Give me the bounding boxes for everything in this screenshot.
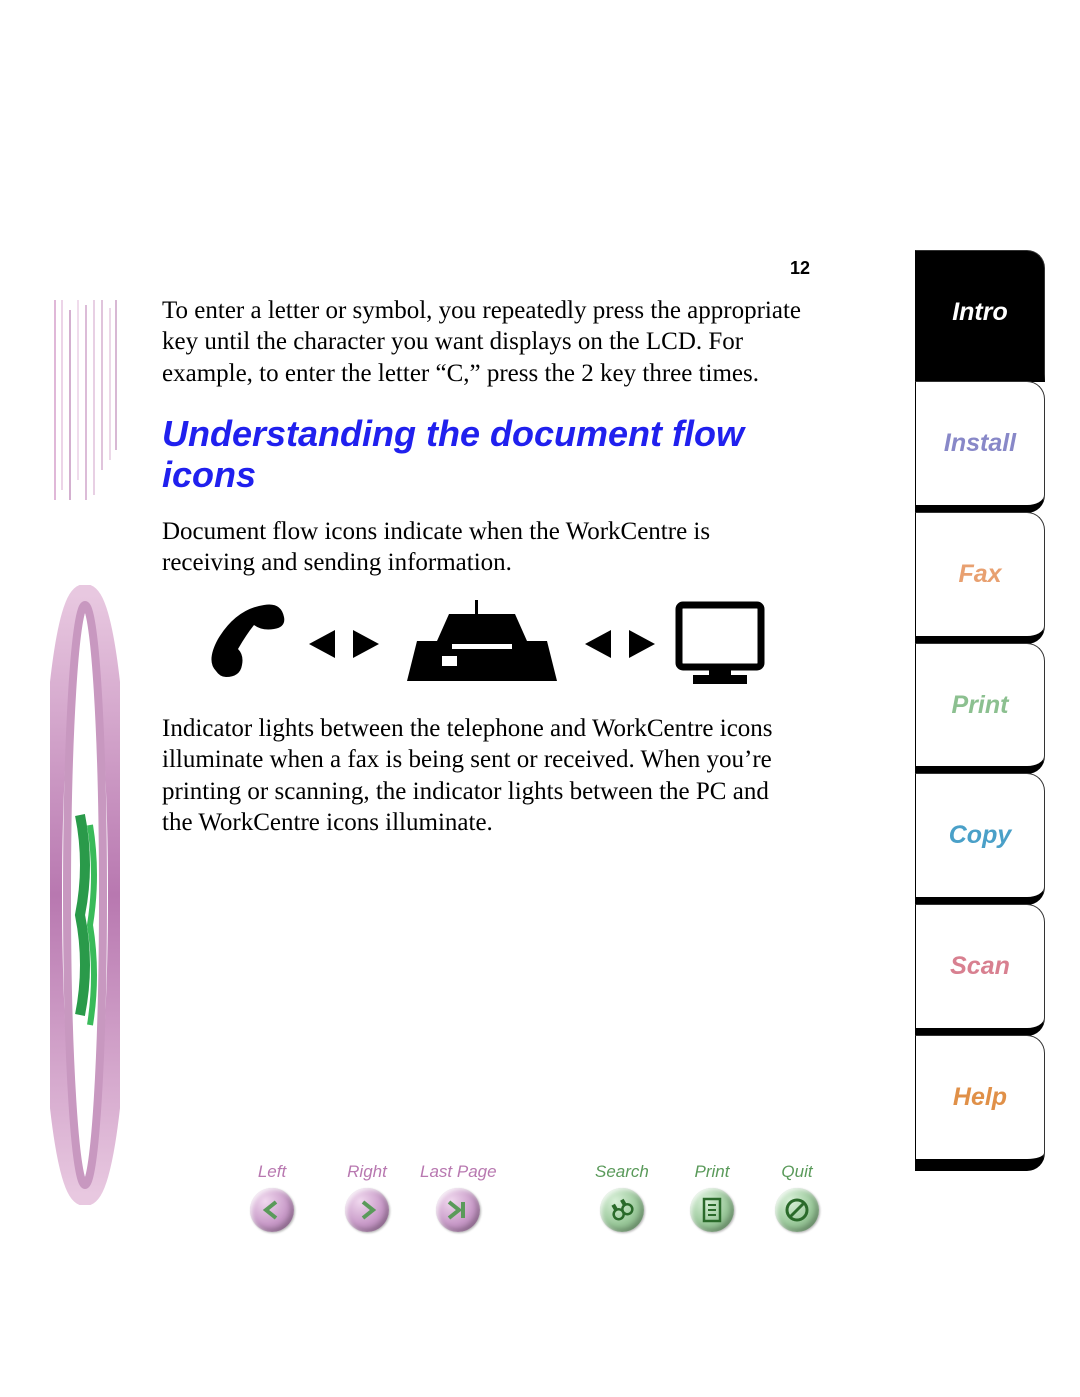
arrows-bidirectional-icon xyxy=(585,627,655,661)
document-icon xyxy=(690,1188,734,1232)
tab-scan[interactable]: Scan xyxy=(915,904,1045,1036)
nav-label: Left xyxy=(250,1162,294,1182)
nav-left-button[interactable]: Left xyxy=(250,1162,294,1232)
main-content: To enter a letter or symbol, you repeate… xyxy=(162,295,802,838)
tab-label: Install xyxy=(944,429,1016,458)
nav-quit-button[interactable]: Quit xyxy=(775,1162,819,1232)
tab-label: Help xyxy=(953,1083,1007,1112)
nav-search-button[interactable]: Search xyxy=(595,1162,649,1232)
no-entry-icon xyxy=(775,1188,819,1232)
nav-right-button[interactable]: Right xyxy=(345,1162,389,1232)
nav-label: Right xyxy=(345,1162,389,1182)
binoculars-icon xyxy=(600,1188,644,1232)
tab-label: Copy xyxy=(949,821,1012,850)
nav-print-button[interactable]: Print xyxy=(690,1162,734,1232)
nav-label: Last Page xyxy=(420,1162,497,1182)
page-number: 12 xyxy=(790,258,810,279)
nav-last-page-button[interactable]: Last Page xyxy=(420,1162,497,1232)
chevron-right-icon xyxy=(345,1188,389,1232)
tab-label: Intro xyxy=(952,298,1008,327)
tab-label: Fax xyxy=(958,560,1001,589)
paragraph-flow-detail: Indicator lights between the telephone a… xyxy=(162,713,802,838)
telephone-icon xyxy=(196,599,291,689)
nav-label: Search xyxy=(595,1162,649,1182)
tab-copy[interactable]: Copy xyxy=(915,773,1045,905)
tab-install[interactable]: Install xyxy=(915,381,1045,513)
pc-monitor-icon xyxy=(673,599,768,689)
tab-label: Scan xyxy=(950,952,1010,981)
tab-label: Print xyxy=(952,691,1009,720)
tab-intro[interactable]: Intro xyxy=(915,250,1045,382)
paragraph-intro: To enter a letter or symbol, you repeate… xyxy=(162,295,802,389)
tab-fax[interactable]: Fax xyxy=(915,512,1045,644)
margin-decoration-bottom xyxy=(50,585,120,1205)
chevron-left-icon xyxy=(250,1188,294,1232)
chevron-right-bar-icon xyxy=(436,1188,480,1232)
arrows-bidirectional-icon xyxy=(309,627,379,661)
section-heading: Understanding the document flow icons xyxy=(162,413,802,496)
paragraph-flow-intro: Document flow icons indicate when the Wo… xyxy=(162,516,802,579)
workcentre-icon xyxy=(397,596,567,691)
document-flow-icons xyxy=(162,596,802,691)
bottom-navigation: Left Right Last Page Search xyxy=(250,1162,830,1247)
margin-decoration-top xyxy=(50,300,120,500)
section-tabs: Intro Install Fax Print Copy Scan Help xyxy=(915,250,1045,1170)
nav-label: Quit xyxy=(775,1162,819,1182)
nav-label: Print xyxy=(690,1162,734,1182)
tab-print[interactable]: Print xyxy=(915,643,1045,775)
tab-help[interactable]: Help xyxy=(915,1035,1045,1171)
